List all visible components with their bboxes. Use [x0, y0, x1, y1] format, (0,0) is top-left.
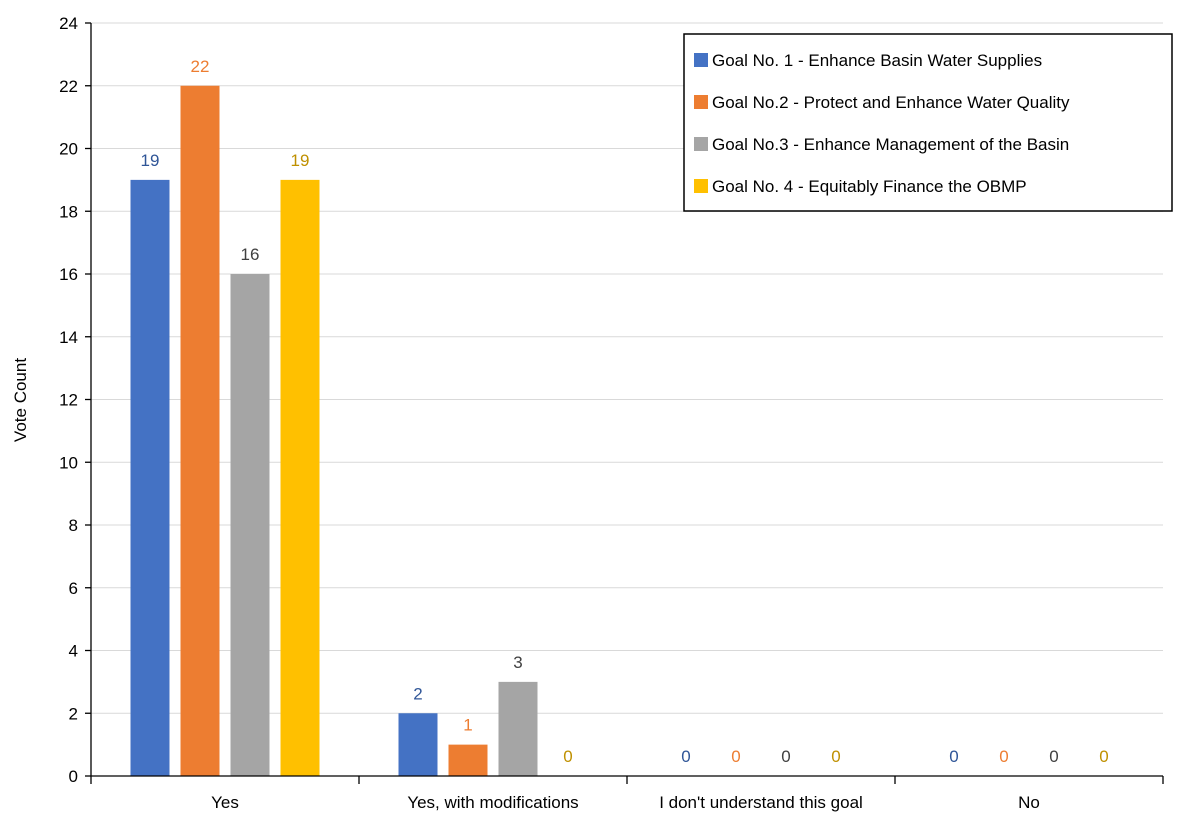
bar — [230, 274, 270, 776]
y-tick-label: 12 — [59, 391, 78, 410]
x-axis-categories: Yes Yes, with modifications I don't unders… — [211, 793, 1040, 812]
data-label: 0 — [563, 747, 572, 766]
bar — [448, 744, 488, 776]
legend-swatch — [694, 53, 708, 67]
legend-swatch — [694, 179, 708, 193]
bar — [398, 713, 438, 776]
data-label: 0 — [1049, 747, 1058, 766]
x-category-label: No — [1018, 793, 1040, 812]
data-label: 0 — [831, 747, 840, 766]
legend-label: Goal No. 4 - Equitably Finance the OBMP — [712, 177, 1027, 196]
y-tick-label: 6 — [69, 579, 78, 598]
axes — [85, 22, 1164, 784]
data-label: 16 — [241, 245, 260, 264]
data-label: 3 — [513, 653, 522, 672]
data-label: 2 — [413, 684, 422, 703]
bar — [130, 179, 170, 776]
data-label: 19 — [291, 151, 310, 170]
data-label: 0 — [949, 747, 958, 766]
data-label: 0 — [1099, 747, 1108, 766]
y-tick-label: 4 — [69, 642, 78, 661]
legend-label: Goal No.3 - Enhance Management of the Ba… — [712, 135, 1069, 154]
y-tick-label: 20 — [59, 140, 78, 159]
data-label: 0 — [999, 747, 1008, 766]
y-tick-label: 8 — [69, 516, 78, 535]
x-category-label: I don't understand this goal — [659, 793, 863, 812]
x-category-label: Yes, with modifications — [407, 793, 578, 812]
legend-box — [683, 33, 1173, 212]
y-tick-label: 16 — [59, 265, 78, 284]
data-label: 1 — [463, 716, 472, 735]
bar — [498, 681, 538, 776]
y-tick-label: 10 — [59, 453, 78, 472]
data-label: 0 — [781, 747, 790, 766]
y-tick-label: 18 — [59, 202, 78, 221]
x-category-label: Yes — [211, 793, 239, 812]
legend-swatch — [694, 137, 708, 151]
data-label: 22 — [191, 57, 210, 76]
bar — [180, 85, 220, 776]
y-axis-label: Vote Count — [11, 358, 30, 442]
bar — [280, 179, 320, 776]
y-tick-label: 0 — [69, 767, 78, 786]
y-tick-label: 14 — [59, 328, 78, 347]
data-labels: 19 22 16 19 2 1 3 0 0 0 0 0 0 0 0 0 — [141, 57, 1109, 766]
y-tick-label: 22 — [59, 77, 78, 96]
legend-label: Goal No. 1 - Enhance Basin Water Supplie… — [712, 51, 1042, 70]
y-tick-label: 2 — [69, 704, 78, 723]
bars — [130, 85, 538, 776]
legend: Goal No. 1 - Enhance Basin Water Supplie… — [683, 33, 1173, 212]
data-label: 0 — [681, 747, 690, 766]
legend-swatch — [694, 95, 708, 109]
legend-label: Goal No.2 - Protect and Enhance Water Qu… — [712, 93, 1070, 112]
data-label: 19 — [141, 151, 160, 170]
y-tick-label: 24 — [59, 14, 78, 33]
data-label: 0 — [731, 747, 740, 766]
